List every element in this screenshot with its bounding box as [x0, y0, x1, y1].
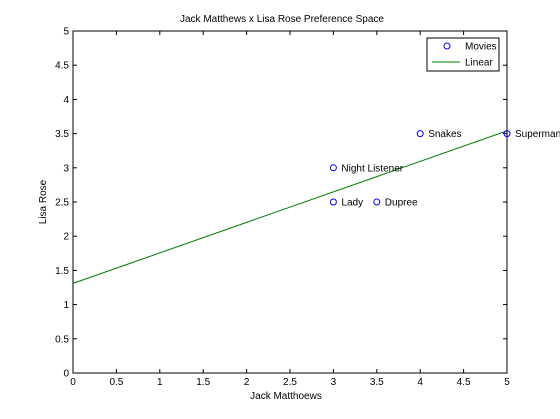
movie-point-label: Dupree	[385, 198, 418, 209]
legend-label-movies: Movies	[465, 42, 497, 53]
x-tick-label: 0.5	[109, 377, 123, 388]
y-tick-label: 2.5	[55, 198, 69, 209]
linear-fit-line	[72, 130, 508, 284]
y-tick-label: 1	[63, 300, 69, 311]
y-tick-label: 3.5	[55, 129, 69, 140]
movie-point	[416, 130, 424, 138]
legend-marker-movies	[443, 42, 451, 50]
legend-label-linear: Linear	[465, 58, 493, 69]
x-axis-title: Jack Matthoews	[250, 391, 322, 402]
x-tick-label: 0	[70, 377, 76, 388]
x-tick-label: 4	[417, 377, 423, 388]
movie-point-label: Lady	[341, 198, 363, 209]
y-tick-label: 4	[63, 95, 69, 106]
x-tick-label: 3	[331, 377, 337, 388]
y-axis-title: Lisa Rose	[38, 179, 49, 224]
y-tick-label: 0.5	[55, 334, 69, 345]
y-tick-label: 3	[63, 163, 69, 174]
y-tick-label: 0	[63, 369, 69, 380]
movie-point-label: Night Listener	[341, 163, 403, 174]
chart-title: Jack Matthews x Lisa Rose Preference Spa…	[180, 14, 384, 25]
x-tick-label: 4.5	[457, 377, 471, 388]
movie-point-label: Snakes	[428, 129, 461, 140]
x-tick-label: 5	[504, 377, 510, 388]
movie-point	[373, 198, 381, 206]
movie-point	[503, 130, 511, 138]
x-tick-label: 1.5	[196, 377, 210, 388]
y-tick-label: 4.5	[55, 61, 69, 72]
y-tick-label: 1.5	[55, 266, 69, 277]
legend-box	[426, 37, 500, 72]
series-layer: Superman Snakes Night Listener Lady Dupree	[72, 129, 560, 284]
legend: Movies Linear	[426, 37, 500, 72]
axis-ticks: 0 0.5 1 1.5 2 2.5 3 3.5 4 4.5 5 0 0.5 1 1.5 2 2.5 3 3.5 4 4.…	[55, 27, 510, 389]
x-tick-label: 3.5	[370, 377, 384, 388]
x-tick-label: 2.5	[283, 377, 297, 388]
plot-area	[72, 30, 508, 374]
movie-point-label: Superman	[515, 129, 560, 140]
y-tick-label: 5	[63, 27, 69, 38]
movie-point	[329, 164, 337, 172]
x-tick-label: 1	[157, 377, 163, 388]
movie-point	[329, 198, 337, 206]
y-tick-label: 2	[63, 232, 69, 243]
x-tick-label: 2	[244, 377, 250, 388]
